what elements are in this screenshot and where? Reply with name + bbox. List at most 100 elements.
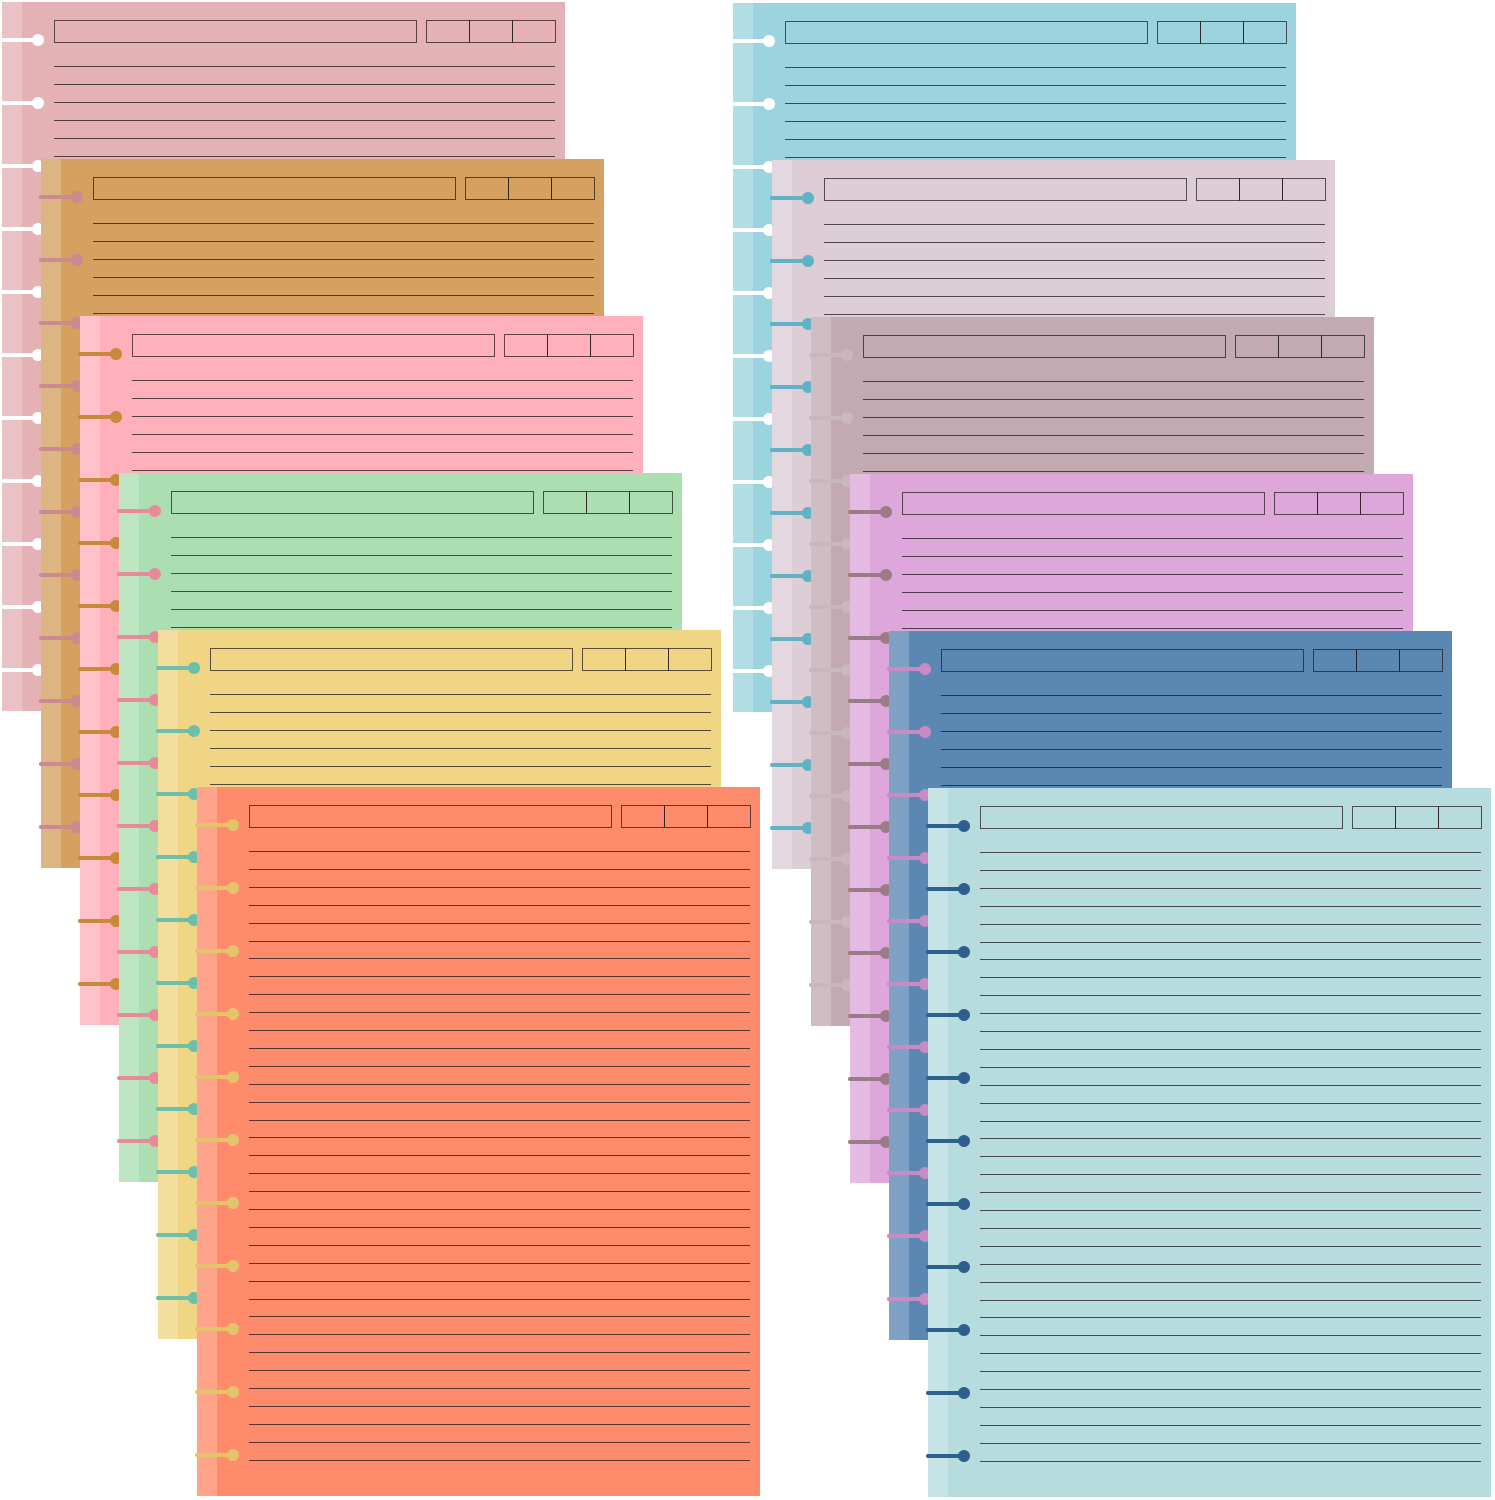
date-box — [629, 491, 673, 514]
ruled-line — [132, 397, 633, 399]
ruled-line — [249, 958, 750, 960]
binding-ring-icon — [78, 793, 116, 797]
ruled-line — [902, 609, 1403, 611]
date-box — [504, 334, 548, 357]
binding-ring-icon — [809, 605, 847, 609]
ruled-line — [980, 1174, 1481, 1176]
date-box — [582, 648, 626, 671]
ruled-line — [785, 138, 1286, 140]
binding-ring-icon — [78, 982, 116, 986]
date-box — [543, 491, 587, 514]
date-box — [1360, 492, 1404, 515]
ruled-line — [863, 434, 1364, 436]
binding-ring-icon — [156, 1107, 194, 1111]
binding-ring-icon — [39, 699, 77, 703]
binding-ring-icon — [117, 635, 155, 639]
binding-ring-icon — [887, 730, 925, 734]
binding-disc-icon — [227, 1197, 239, 1209]
binding-ring-icon — [78, 856, 116, 860]
ruled-line — [171, 608, 672, 610]
date-box — [1282, 178, 1326, 201]
ruled-line — [980, 1389, 1481, 1390]
binding-ring-icon — [0, 101, 38, 105]
binding-ring-icon — [770, 385, 808, 389]
ruled-line — [249, 1065, 750, 1067]
binding-ring-icon — [195, 1264, 233, 1268]
binding-disc-icon — [958, 1198, 970, 1210]
ruled-line — [941, 695, 1442, 696]
ruled-line — [980, 1353, 1481, 1355]
binding-disc-icon — [958, 883, 970, 895]
title-box — [132, 334, 495, 357]
binding-ring-icon — [117, 1013, 155, 1017]
ruled-line — [210, 783, 711, 785]
binding-ring-icon — [770, 448, 808, 452]
binding-ring-icon — [195, 1453, 233, 1457]
ruled-line — [824, 224, 1325, 225]
binding-ring-icon — [926, 950, 964, 954]
binding-disc-icon — [227, 1386, 239, 1398]
date-box — [1317, 492, 1361, 515]
binding-ring-icon — [848, 951, 886, 955]
binding-ring-icon — [117, 824, 155, 828]
ruled-line — [980, 977, 1481, 979]
date-box — [1278, 335, 1322, 358]
ruled-line — [980, 1192, 1481, 1194]
date-box — [1196, 178, 1240, 201]
binding-ring-icon — [887, 793, 925, 797]
binding-ring-icon — [770, 700, 808, 704]
ruled-line — [171, 554, 672, 556]
title-box — [941, 649, 1304, 672]
binding-ring-icon — [848, 825, 886, 829]
binding-ring-icon — [809, 794, 847, 798]
ruled-line — [249, 1388, 750, 1389]
ruled-line — [902, 627, 1403, 629]
ruled-line — [93, 294, 594, 296]
binding-ring-icon — [731, 39, 769, 43]
ruled-line — [980, 905, 1481, 907]
binding-disc-icon — [763, 98, 775, 110]
ruled-line — [785, 156, 1286, 158]
binding-ring-icon — [887, 1171, 925, 1175]
date-box — [1321, 335, 1365, 358]
ruled-line — [210, 694, 711, 695]
date-box — [590, 334, 634, 357]
binding-ring-icon — [770, 637, 808, 641]
binding-disc-icon — [188, 662, 200, 674]
date-box — [1313, 649, 1357, 672]
ruled-line — [93, 223, 594, 224]
binding-ring-icon — [156, 1170, 194, 1174]
binding-ring-icon — [156, 1233, 194, 1237]
ruled-line — [54, 101, 555, 103]
binding-ring-icon — [195, 1012, 233, 1016]
ruled-line — [171, 590, 672, 592]
ruled-line — [249, 1370, 750, 1372]
binding-ring-icon — [926, 1391, 964, 1395]
ruled-line — [980, 1281, 1481, 1283]
ruled-line — [249, 1334, 750, 1336]
date-box — [512, 20, 556, 43]
binding-ring-icon — [39, 384, 77, 388]
ruled-line — [902, 573, 1403, 575]
ruled-line — [980, 869, 1481, 871]
ruled-line — [863, 452, 1364, 454]
ruled-line — [249, 904, 750, 906]
binding-ring-icon — [731, 102, 769, 106]
date-box — [1352, 806, 1396, 829]
binding-disc-icon — [958, 1450, 970, 1462]
binding-ring-icon — [809, 542, 847, 546]
binding-disc-icon — [227, 882, 239, 894]
binding-disc-icon — [110, 411, 122, 423]
ruled-line — [249, 1459, 750, 1461]
ruled-line — [941, 784, 1442, 786]
binding-ring-icon — [117, 1139, 155, 1143]
binding-ring-icon — [39, 258, 77, 262]
binding-disc-icon — [149, 568, 161, 580]
ruled-line — [980, 1120, 1481, 1122]
binding-disc-icon — [958, 1387, 970, 1399]
binding-ring-icon — [156, 855, 194, 859]
ruled-line — [980, 1299, 1481, 1301]
ruled-line — [249, 1101, 750, 1103]
binding-disc-icon — [958, 1261, 970, 1273]
binding-ring-icon — [809, 857, 847, 861]
